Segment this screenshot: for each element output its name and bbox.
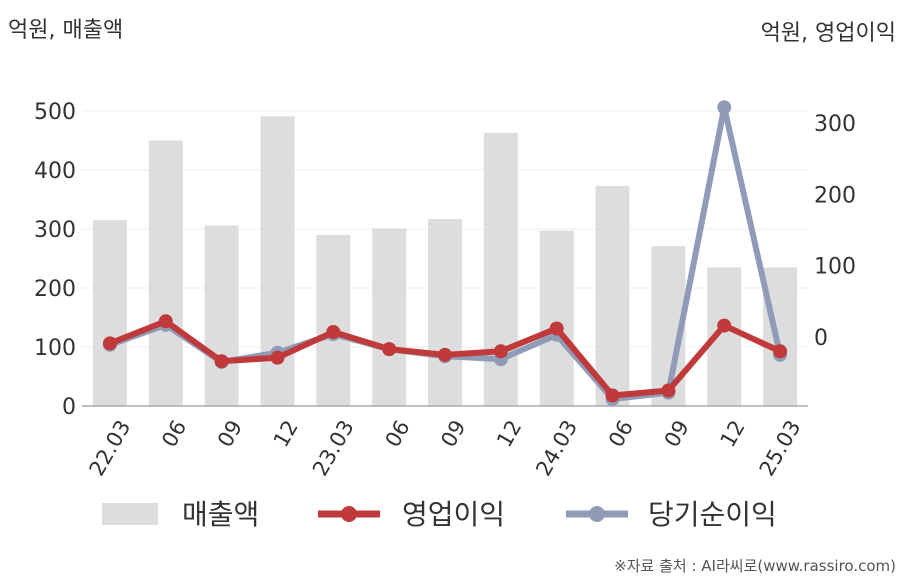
source-note: ※자료 출처 : AI라씨로(www.rassiro.com): [614, 557, 896, 575]
bar: [539, 230, 574, 406]
x-tick-label: 22.03: [85, 416, 136, 480]
legend-marker: [341, 506, 357, 522]
data-point: [270, 350, 285, 365]
x-tick-label: 23.03: [308, 416, 359, 480]
bar: [763, 267, 798, 406]
legend-label: 영업이익: [402, 498, 505, 531]
data-point: [605, 388, 620, 403]
right-axis-label: 억원, 영업이익: [761, 21, 896, 46]
data-point: [382, 342, 397, 357]
x-tick-label: 09: [436, 416, 470, 451]
data-point: [661, 383, 676, 398]
data-point: [214, 354, 229, 369]
legend: 매출액 영업이익 당기순이익: [102, 498, 777, 531]
data-point: [717, 100, 732, 115]
bar: [316, 234, 351, 406]
bar: [595, 185, 630, 406]
data-point: [773, 344, 788, 359]
left-tick-label: 400: [34, 159, 76, 184]
line-series-group: [102, 314, 788, 403]
x-tick-label: 09: [213, 416, 247, 451]
x-tick-label: 12: [269, 416, 303, 451]
data-point: [717, 318, 732, 333]
data-point: [158, 314, 173, 329]
x-tick-label: 25.03: [755, 416, 806, 480]
x-tick-label: 12: [716, 416, 750, 451]
left-tick-label: 300: [34, 218, 76, 243]
x-tick-label: 09: [660, 416, 694, 451]
left-tick-label: 500: [34, 100, 76, 125]
data-point: [102, 336, 117, 351]
left-tick-label: 100: [34, 336, 76, 361]
left-axis-ticks: 0 100 200 300 400 500: [34, 100, 76, 420]
legend-label: 매출액: [182, 498, 259, 531]
data-point: [549, 321, 564, 336]
data-point: [493, 344, 508, 359]
bar: [372, 228, 407, 406]
legend-label: 당기순이익: [648, 498, 777, 531]
x-axis-ticks: 22.03 06 09 12 23.03 06 09 12 24.03 06 09 12 25.03: [85, 416, 806, 480]
right-axis-ticks: 0 100 200 300: [814, 112, 856, 351]
x-tick-label: 06: [380, 416, 414, 451]
left-axis-label: 억원, 매출액: [8, 18, 123, 43]
bar: [92, 220, 127, 406]
right-tick-label: 0: [814, 326, 828, 351]
left-tick-label: 0: [62, 395, 76, 420]
bar: [204, 225, 239, 406]
right-tick-label: 200: [814, 183, 856, 208]
left-tick-label: 200: [34, 277, 76, 302]
right-tick-label: 300: [814, 112, 856, 137]
bar: [148, 140, 183, 406]
legend-item: 영업이익: [318, 498, 505, 531]
data-point: [438, 347, 452, 362]
x-tick-label: 06: [604, 416, 638, 451]
x-tick-label: 24.03: [531, 416, 582, 480]
legend-item: 당기순이익: [566, 498, 777, 531]
legend-item: 매출액: [102, 498, 259, 531]
right-tick-label: 100: [814, 255, 856, 280]
data-point: [326, 325, 341, 340]
legend-marker: [589, 506, 605, 522]
x-tick-label: 06: [157, 416, 191, 451]
legend-swatch: [102, 503, 158, 525]
line-series: [102, 100, 788, 407]
x-tick-label: 12: [492, 416, 526, 451]
bar: [428, 218, 462, 406]
